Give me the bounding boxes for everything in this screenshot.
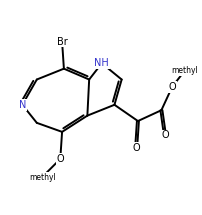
Text: O: O	[161, 131, 169, 140]
Text: O: O	[132, 143, 140, 153]
Text: O: O	[57, 154, 64, 164]
Text: N: N	[19, 100, 26, 110]
Text: Br: Br	[57, 37, 67, 47]
Text: NH: NH	[95, 58, 109, 68]
Text: O: O	[168, 82, 176, 92]
Text: methyl: methyl	[29, 172, 56, 181]
Text: methyl: methyl	[171, 66, 198, 75]
